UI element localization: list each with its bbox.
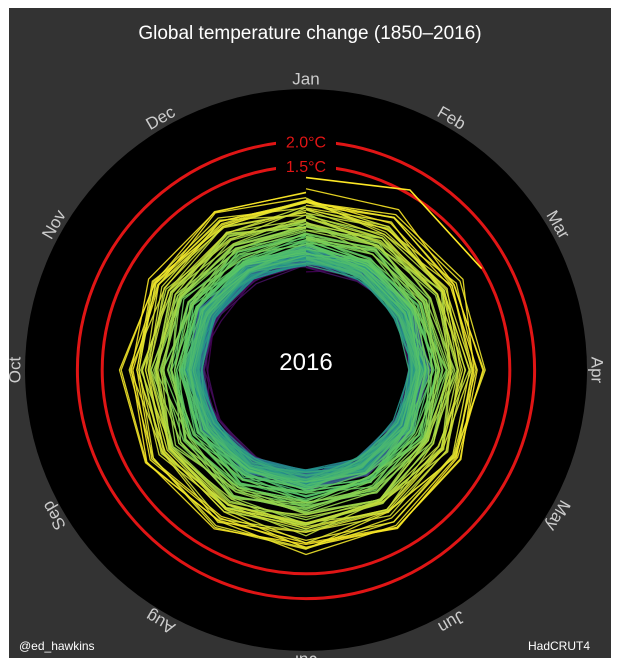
- current-year-trace: [305, 176, 483, 270]
- month-label-oct: Oct: [9, 357, 25, 384]
- year-trace: [150, 214, 454, 521]
- temperature-spiral-chart: 2.0°C1.5°C JanFebMarAprMayJunJulAugSepOc…: [9, 23, 607, 659]
- month-label-jul: Jul: [295, 652, 317, 659]
- ring-label-backdrop: [276, 132, 336, 151]
- ring-label-backdrop: [276, 157, 336, 176]
- year-trace: [183, 243, 434, 497]
- year-trace: [188, 241, 434, 488]
- ring-label: 2.0°C: [286, 134, 326, 151]
- year-trace-current: [305, 176, 483, 270]
- year-trace: [174, 225, 433, 507]
- year-trace: [118, 198, 478, 544]
- year-trace: [161, 227, 447, 511]
- year-traces: [118, 188, 486, 556]
- year-trace: [141, 209, 467, 528]
- ring-label: 1.5°C: [286, 159, 326, 176]
- credit-author: @ed_hawkins: [19, 639, 95, 653]
- chart-panel: 2.0°C1.5°C JanFebMarAprMayJunJulAugSepOc…: [9, 8, 611, 658]
- threshold-rings: 2.0°C 1.5°C: [75, 132, 537, 601]
- chart-title: Global temperature change (1850–2016): [138, 23, 481, 44]
- year-trace: [136, 200, 486, 542]
- year-trace: [159, 232, 448, 507]
- month-label-apr: Apr: [588, 357, 607, 384]
- year-trace: [179, 241, 427, 483]
- current-year-label: 2016: [279, 349, 332, 376]
- credit-source: HadCRUT4: [528, 639, 590, 653]
- year-trace: [130, 188, 484, 546]
- month-label-jan: Jan: [292, 70, 319, 89]
- year-trace: [132, 197, 475, 548]
- year-trace: [194, 252, 414, 481]
- year-trace: [138, 201, 477, 549]
- year-trace: [129, 201, 474, 534]
